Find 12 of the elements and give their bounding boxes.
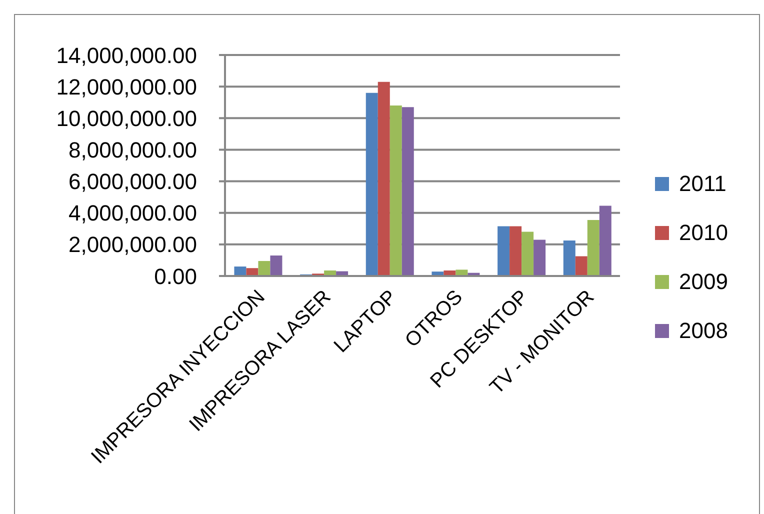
y-tick-label: 2,000,000.00: [68, 232, 197, 258]
legend-label: 2009: [679, 268, 728, 294]
y-tick-label: 6,000,000.00: [68, 169, 197, 194]
y-tick-label: 12,000,000.00: [56, 74, 197, 100]
legend-label: 2010: [679, 220, 728, 246]
y-tick-label: 8,000,000.00: [68, 138, 197, 163]
y-tick-label: 10,000,000.00: [56, 106, 197, 131]
legend-label: 2008: [679, 318, 728, 344]
y-tick-label: 4,000,000.00: [68, 200, 197, 226]
y-tick-label: 0.00: [154, 264, 197, 289]
y-tick-label: 14,000,000.00: [56, 42, 197, 68]
legend-label: 2011: [679, 170, 726, 196]
